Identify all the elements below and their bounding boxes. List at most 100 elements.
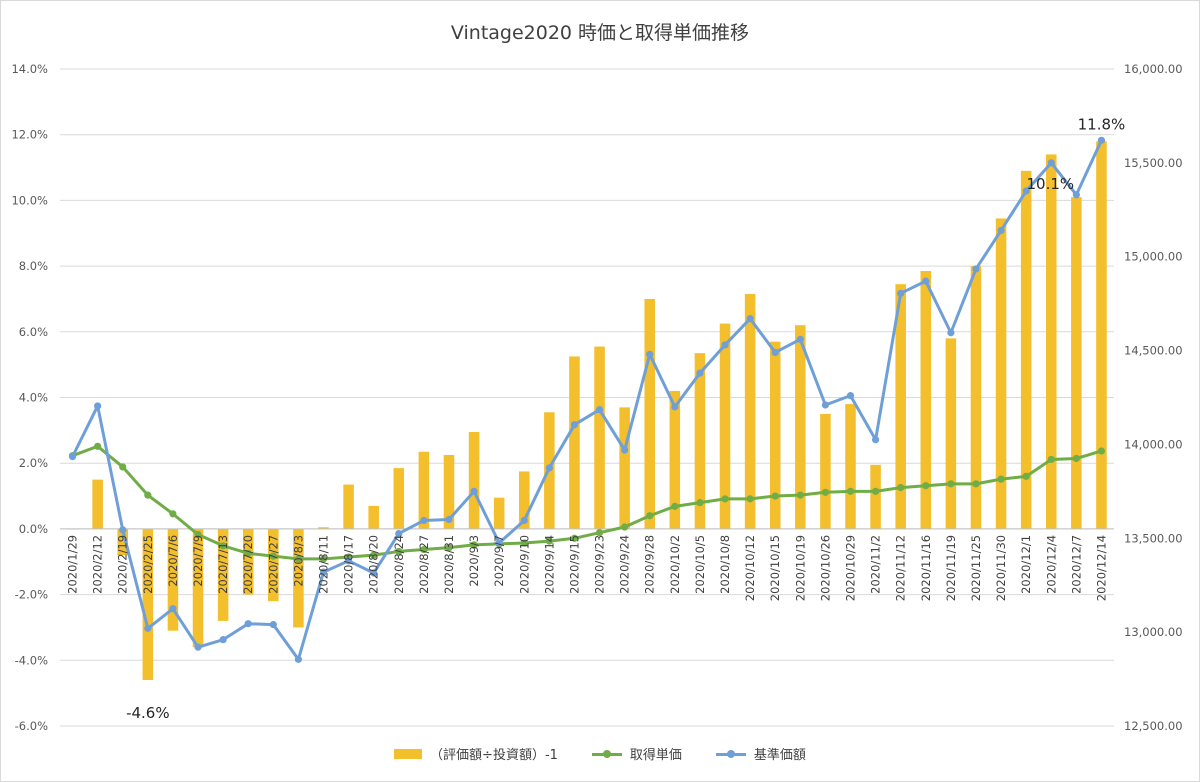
cost-point <box>294 555 303 563</box>
cost-point <box>370 551 378 559</box>
bar <box>192 528 204 648</box>
category-label: 2020/10/15 <box>768 535 782 601</box>
right-tick-label: 15,000.00 <box>1124 250 1183 264</box>
bar <box>468 431 480 529</box>
bar <box>895 284 906 529</box>
category-label: 2020/8/11 <box>317 535 331 594</box>
cost-point <box>1022 472 1030 480</box>
nav-point <box>897 289 905 297</box>
category-label: 2020/10/19 <box>793 535 807 601</box>
cost-point <box>846 487 855 495</box>
nav-point <box>545 464 553 472</box>
cost-point <box>947 480 955 488</box>
nav-point <box>621 446 629 454</box>
nav-point <box>445 515 453 524</box>
nav-point <box>94 402 102 410</box>
nav-point <box>194 643 202 651</box>
category-label: 2020/7/6 <box>166 535 180 587</box>
nav-point <box>821 401 830 409</box>
category-label: 2020/7/9 <box>191 535 205 587</box>
bar <box>242 528 254 595</box>
cost-point <box>1097 447 1106 455</box>
bar <box>569 356 580 529</box>
nav-point <box>671 403 679 411</box>
category-label: 2020/11/30 <box>994 535 1008 601</box>
cost-point <box>972 480 980 488</box>
legend-label-ratio: （評価額÷投資額）-1 <box>430 748 558 763</box>
category-label: 2020/7/27 <box>266 535 280 594</box>
cost-point <box>219 542 227 550</box>
category-label: 2020/10/8 <box>718 535 732 594</box>
nav-point <box>219 636 227 644</box>
bar <box>142 528 154 681</box>
nav-point <box>922 277 930 285</box>
category-label: 2020/10/5 <box>693 535 707 594</box>
left-tick-label: 6.0% <box>19 325 48 339</box>
category-label: 2020/10/29 <box>844 535 858 601</box>
bar <box>619 407 630 529</box>
bar <box>594 346 605 529</box>
cost-point <box>1072 454 1080 463</box>
legend-item-ratio: （評価額÷投資額）-1 <box>394 744 558 763</box>
category-label: 2020/1/29 <box>66 535 80 594</box>
bar <box>644 298 656 529</box>
left-tick-label: -2.0% <box>15 588 48 602</box>
cost-point <box>922 482 930 490</box>
right-tick-label: 14,000.00 <box>1124 437 1183 451</box>
category-label: 2020/9/15 <box>567 535 581 594</box>
cost-point <box>144 491 152 499</box>
legend-swatch-cost-line <box>591 749 622 759</box>
data-annotation: -4.6% <box>126 704 170 722</box>
bar <box>1020 170 1032 529</box>
bar <box>1045 154 1057 529</box>
category-label: 2020/11/25 <box>969 535 983 601</box>
cost-point <box>395 547 403 556</box>
category-label: 2020/7/13 <box>216 535 230 594</box>
nav-point <box>395 529 403 538</box>
cost-point <box>420 545 428 554</box>
nav-point <box>169 605 177 613</box>
nav-point <box>746 315 754 323</box>
legend-swatch-bar <box>394 748 423 759</box>
cost-point <box>1047 455 1055 464</box>
cost-point <box>746 495 754 503</box>
category-label: 2020/9/7 <box>492 535 506 587</box>
nav-point <box>344 557 353 565</box>
bar <box>945 338 957 529</box>
category-label: 2020/12/1 <box>1019 535 1033 594</box>
bar <box>268 528 279 602</box>
left-tick-label: 14.0% <box>11 62 48 76</box>
category-label: 2020/11/2 <box>869 535 883 594</box>
bar <box>293 528 304 628</box>
bar <box>970 266 982 529</box>
left-tick-label: 12.0% <box>11 128 48 142</box>
left-tick-label: -4.0% <box>15 653 48 667</box>
nav-point <box>1047 159 1055 167</box>
cost-point <box>94 442 102 450</box>
category-label: 2020/8/17 <box>342 535 356 594</box>
legend-label-cost: 取得単価 <box>629 748 682 763</box>
left-tick-label: 10.0% <box>11 193 48 207</box>
bar <box>845 404 856 529</box>
nav-point <box>997 226 1005 235</box>
category-label: 2020/2/25 <box>141 535 155 594</box>
bar <box>920 271 932 529</box>
nav-point <box>947 329 955 337</box>
nav-point <box>144 624 152 632</box>
nav-point <box>871 436 880 444</box>
left-tick-label: 4.0% <box>19 391 48 405</box>
nav-point <box>796 335 804 343</box>
bar <box>744 294 756 529</box>
cost-point <box>194 530 202 539</box>
bar <box>167 528 179 631</box>
nav-point <box>244 620 252 628</box>
cost-point <box>545 537 553 545</box>
data-annotation: 11.8% <box>1078 115 1126 133</box>
nav-point <box>570 421 579 429</box>
legend-item-nav: 基準価額 <box>715 744 806 763</box>
cost-point <box>771 492 779 500</box>
right-tick-label: 15,500.00 <box>1124 156 1183 170</box>
category-label: 2020/9/3 <box>467 535 481 587</box>
left-tick-label: -6.0% <box>15 719 48 733</box>
